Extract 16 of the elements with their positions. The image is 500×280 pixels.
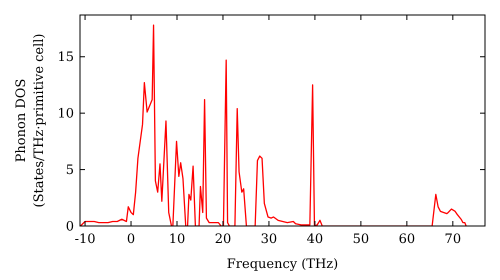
- y-tick-label: 5: [66, 163, 74, 178]
- x-tick-label: 40: [306, 232, 324, 247]
- x-tick-label: -10: [74, 232, 96, 247]
- y-tick-label: 15: [57, 50, 74, 66]
- y-tick-label: 10: [57, 106, 74, 122]
- x-tick-label: 10: [168, 232, 186, 247]
- x-tick-label: 30: [260, 232, 278, 247]
- line-series: [80, 24, 467, 226]
- x-tick-label: 60: [398, 232, 416, 247]
- x-axis-title: Frequency (THz): [226, 257, 338, 272]
- y-axis-title: Phonon DOS (States/THz·primitive cell): [14, 33, 47, 208]
- y-tick-label: 0: [66, 220, 74, 234]
- x-tick-label: 50: [352, 232, 370, 247]
- x-tick-label: 20: [214, 232, 232, 247]
- x-tick-label: 0: [126, 232, 136, 247]
- x-tick-label: 70: [444, 232, 462, 247]
